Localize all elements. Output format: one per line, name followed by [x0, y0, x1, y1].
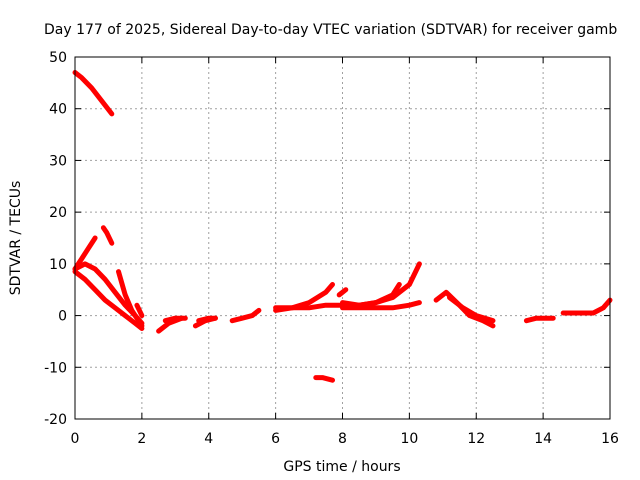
plot-area — [72, 70, 613, 383]
series-arc-22 — [523, 315, 556, 324]
series-arc-11 — [196, 315, 218, 324]
series-arc-5 — [100, 225, 115, 246]
plot-frame — [74, 56, 611, 420]
y-tick-label: 30 — [49, 153, 67, 169]
series-arc-15 — [336, 287, 349, 298]
x-tick-label: 8 — [338, 431, 347, 447]
series-arc-1 — [72, 70, 115, 117]
series-arc-12 — [229, 307, 262, 324]
chart-title: Day 177 of 2025, Sidereal Day-to-day VTE… — [44, 22, 617, 38]
y-axis-label: SDTVAR / TECUs — [8, 181, 24, 296]
y-tick-label: 10 — [49, 257, 67, 273]
y-tick-label: 50 — [49, 50, 67, 66]
y-tick-label: 0 — [58, 309, 67, 325]
series-arc-23 — [560, 297, 613, 316]
series-arc-18 — [340, 261, 422, 308]
series-arc-9 — [162, 315, 188, 324]
series-arc-19 — [340, 300, 422, 311]
y-tick-label: 20 — [49, 205, 67, 221]
series-arc-21 — [447, 295, 496, 324]
x-tick-label: 0 — [71, 431, 80, 447]
series-arc-2 — [72, 269, 145, 331]
grid — [75, 57, 610, 419]
x-tick-label: 2 — [137, 431, 146, 447]
x-axis-label: GPS time / hours — [283, 459, 400, 475]
x-tick-label: 14 — [534, 431, 552, 447]
x-tick-label: 16 — [601, 431, 619, 447]
y-tick-label: 40 — [49, 102, 67, 118]
series-arc-7 — [134, 302, 145, 319]
x-tick-label: 6 — [271, 431, 280, 447]
series-arc-16 — [313, 375, 335, 383]
axis-ticks: 0 2 4 6 8 10 12 14 16 -20 -10 0 10 20 30 40 50 — [44, 50, 619, 447]
x-tick-label: 4 — [204, 431, 213, 447]
y-tick-label: -10 — [44, 360, 67, 376]
series-arc-4 — [72, 235, 98, 272]
x-tick-label: 12 — [467, 431, 485, 447]
series-arc-14 — [273, 302, 345, 313]
y-tick-label: -20 — [44, 412, 67, 428]
series-arc-6 — [116, 269, 145, 329]
x-tick-label: 10 — [400, 431, 418, 447]
